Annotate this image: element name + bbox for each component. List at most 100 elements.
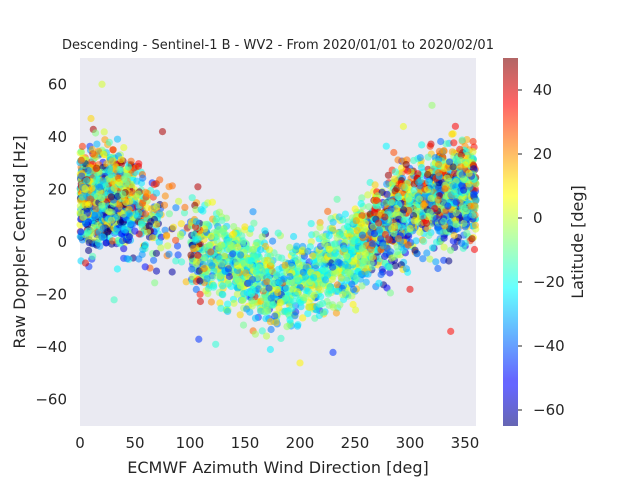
scatter-point xyxy=(157,244,165,252)
scatter-point xyxy=(266,318,275,326)
scatter-point xyxy=(446,158,454,166)
scatter-point xyxy=(343,252,351,260)
scatter-point xyxy=(440,217,448,225)
scatter-point xyxy=(161,192,169,200)
scatter-point xyxy=(258,327,266,335)
scatter-point xyxy=(252,268,260,276)
scatter-point xyxy=(437,137,445,146)
scatter-point xyxy=(200,254,208,262)
scatter-point xyxy=(375,279,383,287)
scatter-point xyxy=(85,239,93,247)
scatter-point xyxy=(273,270,281,279)
scatter-point-outlier xyxy=(447,327,455,335)
colorbar-tick-label: 20 xyxy=(533,145,552,163)
scatter-point xyxy=(281,261,289,269)
scatter-point xyxy=(272,318,280,326)
scatter-point xyxy=(265,284,273,292)
scatter-point xyxy=(141,210,150,218)
scatter-point xyxy=(261,308,269,316)
scatter-point xyxy=(115,178,123,187)
scatter-point xyxy=(165,250,173,258)
scatter-point xyxy=(87,114,95,123)
scatter-point xyxy=(120,245,128,253)
scatter-point xyxy=(452,198,460,206)
scatter-point xyxy=(424,153,432,161)
scatter-point xyxy=(449,182,457,190)
x-axis-label: ECMWF Azimuth Wind Direction [deg] xyxy=(127,458,429,477)
scatter-point xyxy=(236,311,244,319)
scatter-point xyxy=(391,262,399,270)
scatter-point xyxy=(428,244,437,252)
scatter-point xyxy=(351,205,359,213)
scatter-point-outlier xyxy=(195,335,203,343)
colorbar-tick-label: −20 xyxy=(533,273,565,291)
scatter-point xyxy=(219,291,227,299)
scatter-point xyxy=(283,323,291,331)
scatter-point xyxy=(434,264,442,273)
scatter-point xyxy=(106,165,114,173)
x-tick-label: 200 xyxy=(286,434,315,452)
scatter-point xyxy=(113,135,122,143)
scatter-point xyxy=(465,180,473,188)
scatter-point xyxy=(92,175,101,183)
scatter-point xyxy=(164,242,172,250)
scatter-point xyxy=(152,267,161,275)
x-tick-label: 0 xyxy=(75,434,85,452)
scatter-point xyxy=(269,237,277,245)
scatter-point xyxy=(338,274,346,282)
scatter-point xyxy=(381,230,389,239)
scatter-point xyxy=(419,255,427,263)
scatter-point xyxy=(251,330,259,338)
scatter-point xyxy=(89,252,97,260)
scatter-point xyxy=(317,255,325,263)
scatter-point xyxy=(299,314,307,322)
scatter-point xyxy=(229,250,237,258)
scatter-point xyxy=(316,223,324,231)
scatter-point xyxy=(107,171,115,179)
scatter-point xyxy=(435,155,443,163)
scatter-point xyxy=(390,175,399,183)
scatter-point xyxy=(77,156,85,164)
scatter-point xyxy=(269,279,277,287)
colorbar-tick-label: −40 xyxy=(533,337,565,355)
scatter-point xyxy=(203,275,211,283)
scatter-point xyxy=(138,199,147,207)
scatter-point xyxy=(78,193,87,201)
scatter-point xyxy=(352,217,360,225)
scatter-point xyxy=(469,148,477,156)
scatter-point xyxy=(210,267,218,275)
scatter-point xyxy=(196,290,204,298)
scatter-point xyxy=(287,259,296,267)
scatter-point xyxy=(196,277,204,285)
scatter-point xyxy=(147,218,155,226)
scatter-point xyxy=(172,257,180,265)
scatter-point xyxy=(141,263,149,271)
scatter-point xyxy=(245,279,254,287)
scatter-point xyxy=(307,220,315,228)
scatter-point xyxy=(331,240,339,248)
scatter-point xyxy=(233,257,241,265)
scatter-point xyxy=(443,174,451,182)
scatter-point xyxy=(397,223,406,231)
scatter-point xyxy=(131,210,140,218)
scatter-point xyxy=(122,180,130,188)
scatter-point xyxy=(76,221,84,229)
scatter-point xyxy=(450,231,458,240)
scatter-point xyxy=(420,201,428,209)
scatter-point xyxy=(196,297,204,306)
scatter-point xyxy=(423,249,431,257)
scatter-point xyxy=(107,193,116,201)
scatter-point xyxy=(463,229,471,237)
scatter-point xyxy=(139,174,147,182)
scatter-point xyxy=(96,242,104,250)
scatter-point xyxy=(388,254,396,262)
scatter-point xyxy=(240,289,248,298)
scatter-point xyxy=(357,200,365,208)
scatter-point xyxy=(113,265,121,273)
scatter-point xyxy=(457,163,465,171)
scatter-point xyxy=(262,332,271,340)
scatter-point xyxy=(402,265,410,273)
scatter-point xyxy=(228,231,236,239)
scatter-point xyxy=(246,308,254,316)
scatter-point xyxy=(135,255,143,263)
